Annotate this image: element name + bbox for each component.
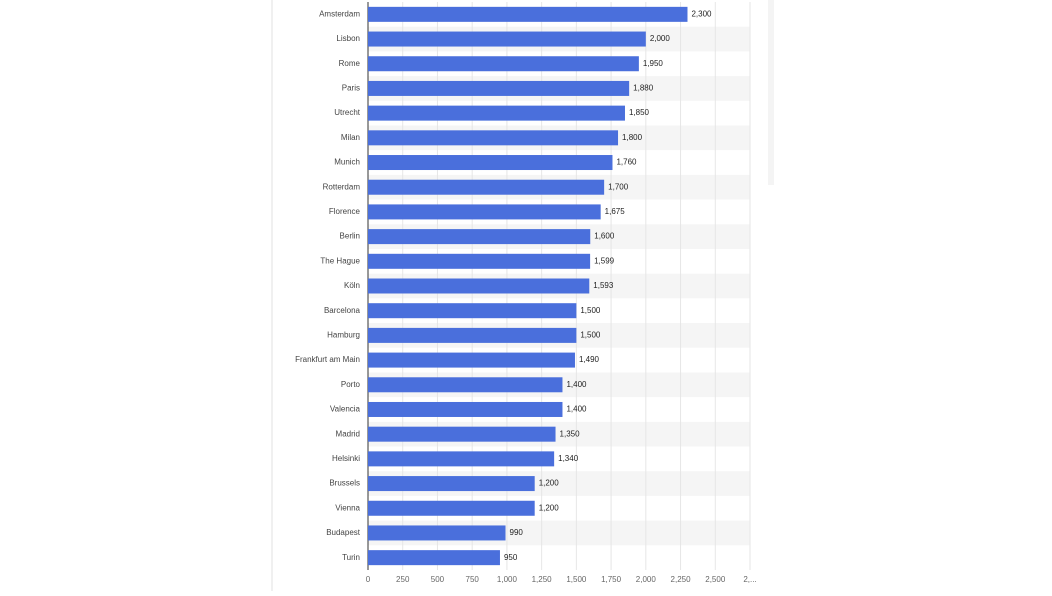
value-label: 1,675 (605, 207, 626, 216)
value-label: 1,400 (566, 405, 587, 414)
value-label: 1,950 (643, 59, 664, 68)
y-tick-label: Brussels (329, 479, 360, 488)
y-tick-label: Frankfurt am Main (295, 355, 360, 364)
bar (368, 80, 630, 96)
value-label: 1,850 (629, 108, 650, 117)
y-tick-label: Florence (329, 207, 361, 216)
x-tick-label: 750 (466, 575, 480, 584)
y-tick-label: Barcelona (324, 306, 361, 315)
bar (368, 6, 688, 22)
y-tick-label: Budapest (326, 528, 361, 537)
value-label: 1,599 (594, 256, 615, 265)
x-tick-label: 2,500 (705, 575, 726, 584)
bar (368, 278, 590, 294)
y-tick-label: Helsinki (332, 454, 360, 463)
value-label: 1,500 (580, 306, 601, 315)
value-label: 2,000 (650, 34, 671, 43)
bar (368, 179, 605, 195)
bar (368, 525, 506, 541)
y-tick-label: Paris (342, 84, 360, 93)
x-tick-label: 2,000 (636, 575, 657, 584)
bar (368, 303, 577, 319)
y-tick-label: Porto (341, 380, 361, 389)
value-label: 1,400 (566, 380, 587, 389)
y-tick-label: Utrecht (334, 108, 361, 117)
bar (368, 401, 563, 417)
value-label: 1,200 (539, 503, 560, 512)
value-label: 1,700 (608, 182, 629, 191)
value-label: 950 (504, 553, 518, 562)
panel-shadow (768, 0, 774, 185)
value-label: 1,200 (539, 479, 560, 488)
y-tick-label: Hamburg (327, 331, 360, 340)
bar (368, 253, 591, 269)
x-tick-label: 1,000 (497, 575, 518, 584)
x-tick-label: 2,... (743, 575, 756, 584)
x-tick-label: 500 (431, 575, 445, 584)
x-tick-label: 2,250 (671, 575, 692, 584)
value-label: 1,500 (580, 331, 601, 340)
y-tick-label: Munich (334, 158, 360, 167)
value-label: 2,300 (691, 9, 712, 18)
bar (368, 451, 555, 467)
y-tick-label: Berlin (340, 232, 360, 241)
value-label: 1,490 (579, 355, 600, 364)
y-tick-label: Vienna (335, 503, 360, 512)
bar (368, 130, 619, 146)
bar (368, 500, 535, 516)
bar (368, 31, 646, 47)
bar (368, 352, 575, 368)
y-tick-label: Turin (342, 553, 360, 562)
y-tick-label: Valencia (330, 405, 361, 414)
y-tick-label: Rome (339, 59, 361, 68)
bar (368, 204, 601, 220)
y-tick-label: Rotterdam (323, 182, 361, 191)
value-label: 1,600 (594, 232, 615, 241)
y-tick-label: Köln (344, 281, 360, 290)
bar (368, 550, 500, 566)
value-label: 1,760 (616, 158, 637, 167)
value-label: 1,593 (593, 281, 614, 290)
bar (368, 229, 591, 245)
value-label: 1,350 (560, 429, 581, 438)
x-tick-label: 0 (366, 575, 371, 584)
x-tick-label: 250 (396, 575, 410, 584)
x-tick-label: 1,500 (566, 575, 587, 584)
x-tick-label: 1,750 (601, 575, 622, 584)
y-tick-label: The Hague (320, 256, 360, 265)
bar (368, 476, 535, 492)
y-tick-label: Lisbon (336, 34, 360, 43)
bar (368, 105, 625, 121)
bar (368, 155, 613, 171)
y-tick-label: Madrid (336, 429, 360, 438)
value-label: 1,800 (622, 133, 643, 142)
x-tick-label: 1,250 (532, 575, 553, 584)
bar (368, 426, 556, 442)
value-label: 1,340 (558, 454, 579, 463)
bar (368, 56, 639, 72)
y-tick-label: Amsterdam (319, 9, 360, 18)
bar (368, 377, 563, 393)
value-label: 990 (510, 528, 524, 537)
y-tick-label: Milan (341, 133, 360, 142)
bar (368, 327, 577, 343)
value-label: 1,880 (633, 84, 654, 93)
